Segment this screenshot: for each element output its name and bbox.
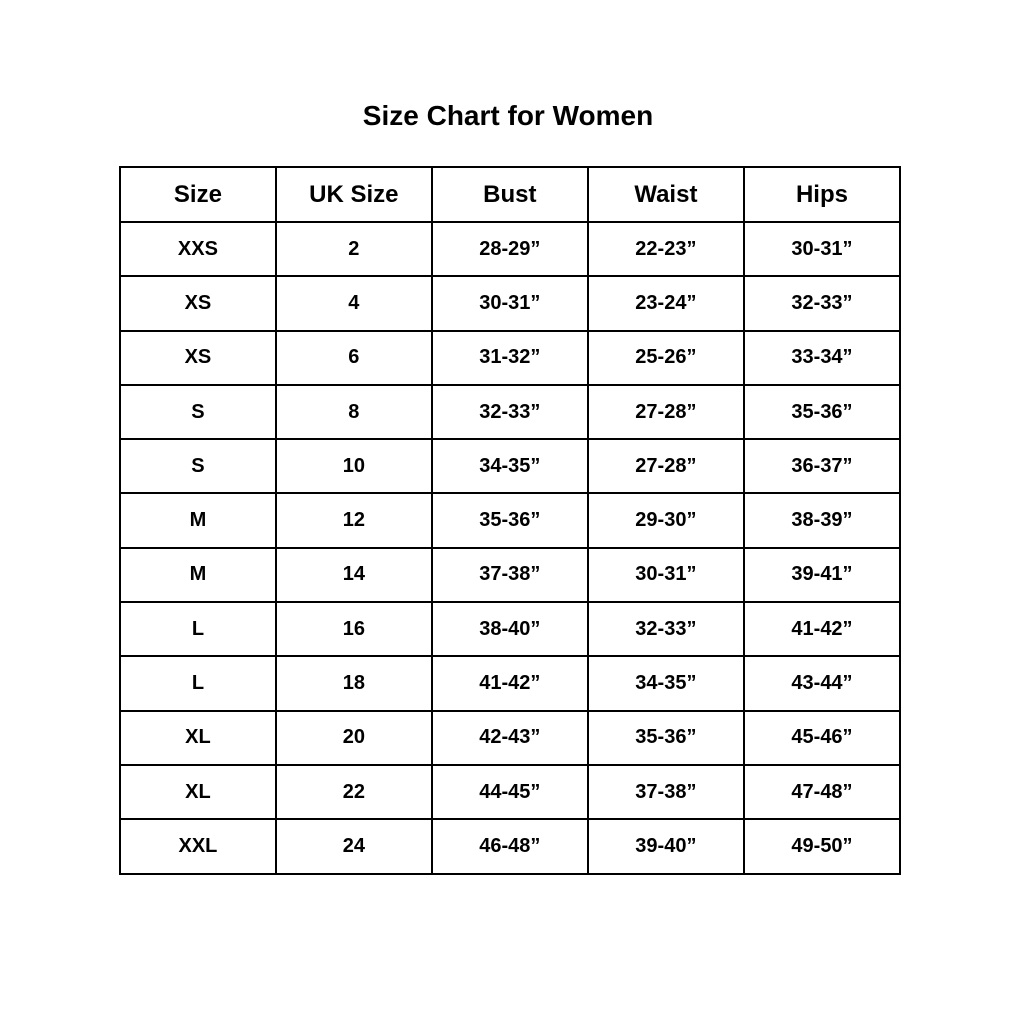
table-cell: 33-34” [742,329,902,386]
table-row: L 16 38-40” 32-33” 41-42” [119,601,902,658]
table-cell: 22-23” [586,220,745,278]
table-cell: M [119,546,277,604]
table-row: S 10 34-35” 27-28” 36-37” [119,438,902,495]
table-cell: 35-36” [586,709,745,766]
table-cell: 29-30” [586,492,745,549]
table-cell: 20 [274,709,433,766]
table-row: XL 20 42-43” 35-36” 45-46” [119,709,902,766]
table-row: XS 6 31-32” 25-26” 33-34” [119,329,902,386]
table-cell: 14 [274,546,433,604]
table-cell: 37-38” [430,546,589,604]
table-cell: 4 [274,275,433,332]
table-cell: 32-33” [430,383,589,441]
table-cell: 38-40” [430,601,589,658]
table-cell: XS [119,275,277,332]
table-cell: 35-36” [430,492,589,549]
table-cell: 22 [274,763,433,821]
table-cell: 27-28” [586,383,745,441]
table-cell: 46-48” [430,818,589,875]
table-cell: 35-36” [742,383,902,441]
header-row: Size UK Size Bust Waist Hips [119,166,902,223]
table-cell: 30-31” [742,220,902,278]
table-cell: 39-41” [742,546,902,604]
table-cell: 45-46” [742,709,902,766]
table-row: XL 22 44-45” 37-38” 47-48” [119,763,902,821]
page-title: Size Chart for Women [362,100,654,131]
size-chart-table: Size UK Size Bust Waist Hips XXS 2 28-29” 22-23… [119,166,902,875]
table-cell: 12 [274,492,433,549]
table-cell: 41-42” [430,655,589,712]
table-cell: S [119,438,277,495]
table-row: XXS 2 28-29” 22-23” 30-31” [119,220,902,278]
table-cell: 28-29” [430,220,589,278]
table-cell: 16 [274,601,433,658]
table-cell: XL [119,709,277,766]
column-header: Hips [742,166,902,223]
table-cell: 42-43” [430,709,589,766]
table-cell: 27-28” [586,438,745,495]
table-cell: M [119,492,277,549]
table-cell: 18 [274,655,433,712]
table-cell: 41-42” [742,601,902,658]
table-cell: 30-31” [430,275,589,332]
table-cell: 32-33” [586,601,745,658]
table-cell: 49-50” [742,818,902,875]
table-cell: 6 [274,329,433,386]
table-row: M 14 37-38” 30-31” 39-41” [119,546,902,604]
table-row: XS 4 30-31” 23-24” 32-33” [119,275,902,332]
table-cell: 2 [274,220,433,278]
table-cell: S [119,383,277,441]
table-cell: 8 [274,383,433,441]
table-cell: 34-35” [586,655,745,712]
table-cell: 43-44” [742,655,902,712]
table-cell: XXS [119,220,277,278]
table-cell: XL [119,763,277,821]
column-header: Bust [430,166,589,223]
table-cell: 31-32” [430,329,589,386]
table-cell: L [119,601,277,658]
table-cell: 37-38” [586,763,745,821]
table-cell: L [119,655,277,712]
table-row: XXL 24 46-48” 39-40” 49-50” [119,818,902,875]
table-cell: 38-39” [742,492,902,549]
column-header: Waist [586,166,745,223]
table-cell: 34-35” [430,438,589,495]
table-cell: 24 [274,818,433,875]
table-cell: 23-24” [586,275,745,332]
table-row: L 18 41-42” 34-35” 43-44” [119,655,902,712]
table-cell: 39-40” [586,818,745,875]
table-row: M 12 35-36” 29-30” 38-39” [119,492,902,549]
table-row: S 8 32-33” 27-28” 35-36” [119,383,902,441]
table-cell: 44-45” [430,763,589,821]
table-cell: 10 [274,438,433,495]
table-cell: XS [119,329,277,386]
table-cell: 30-31” [586,546,745,604]
column-header: Size [119,166,277,223]
column-header: UK Size [274,166,433,223]
table-cell: 47-48” [742,763,902,821]
table-cell: XXL [119,818,277,875]
table-cell: 36-37” [742,438,902,495]
table-cell: 25-26” [586,329,745,386]
table-cell: 32-33” [742,275,902,332]
